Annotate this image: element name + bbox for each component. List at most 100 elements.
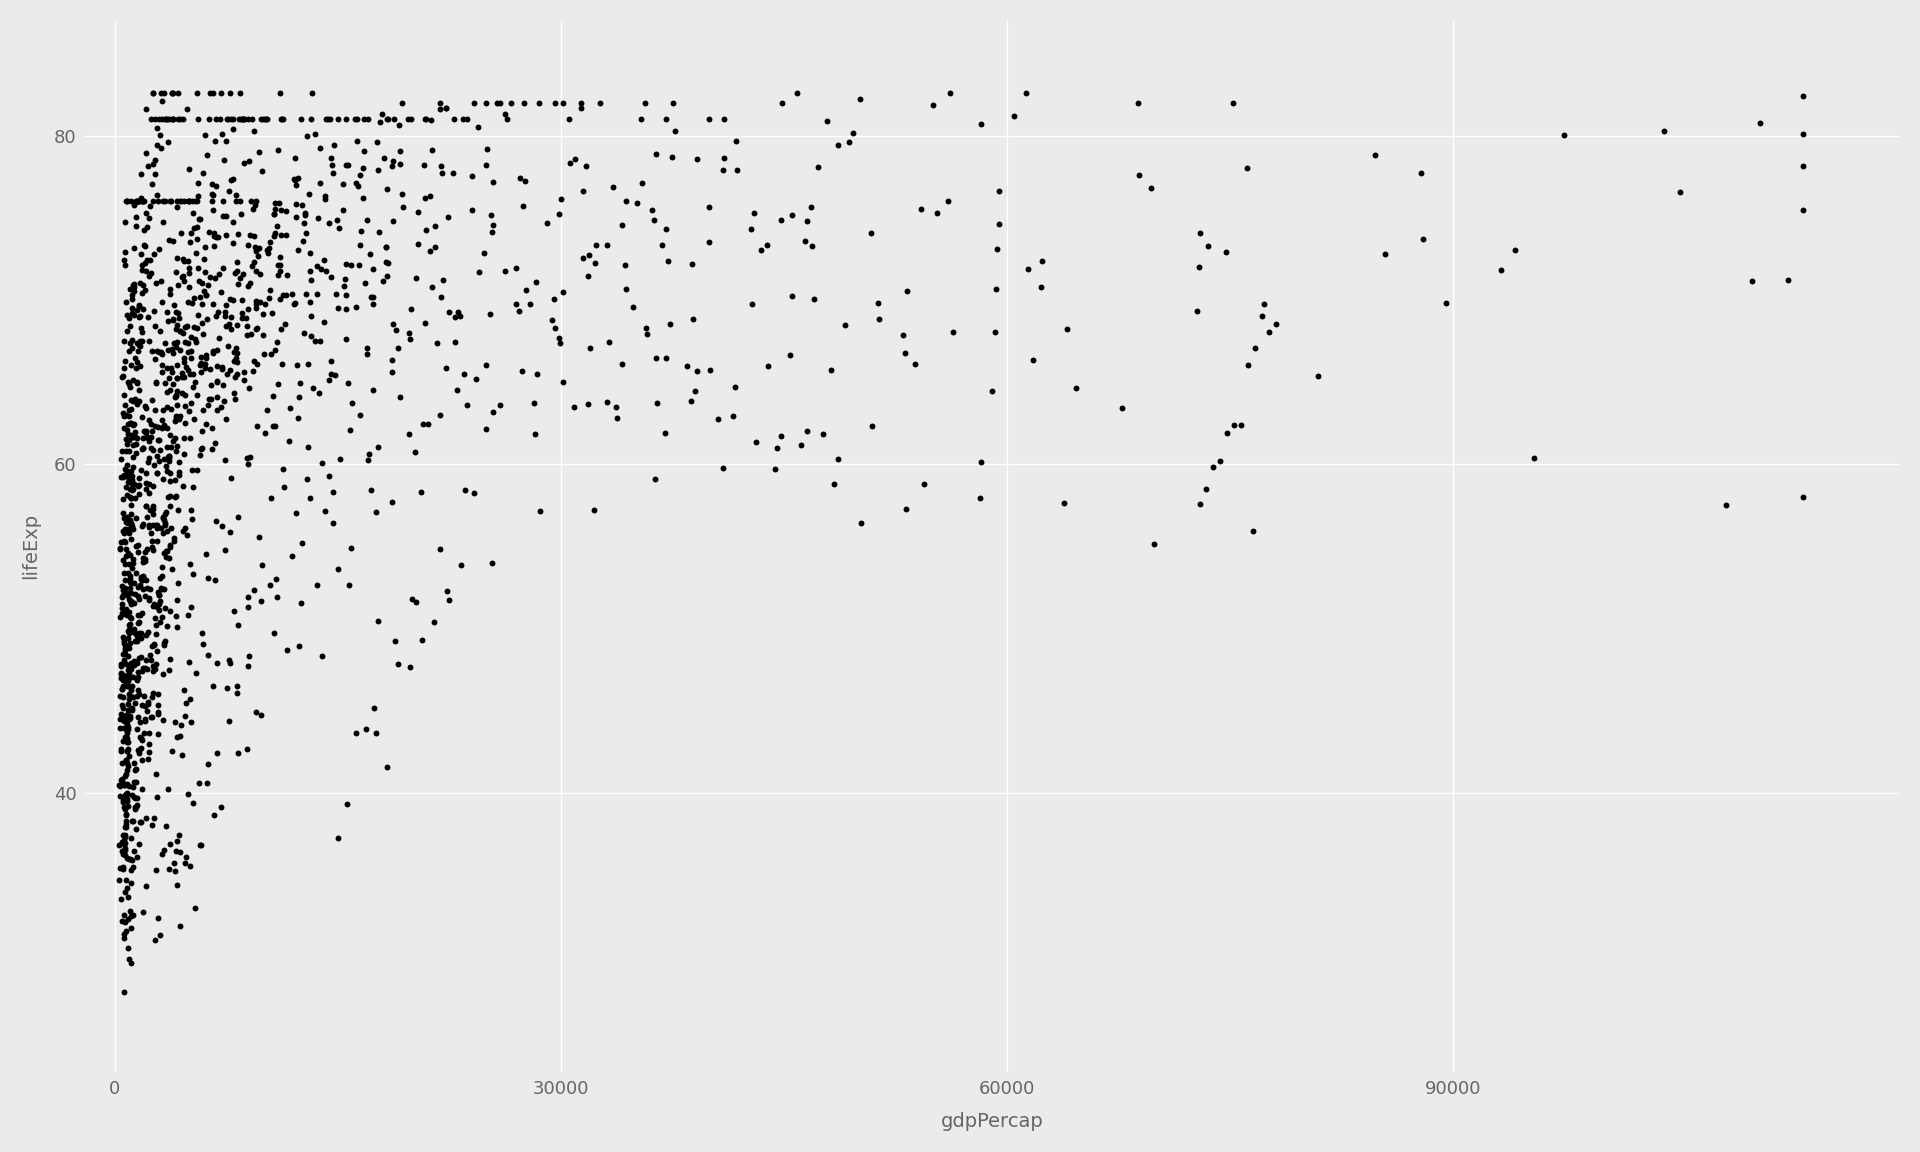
Point	[131, 588, 161, 606]
Point	[111, 764, 142, 782]
Point	[171, 317, 202, 335]
Point	[303, 174, 334, 192]
Point	[357, 295, 388, 313]
Point	[660, 122, 691, 141]
Point	[117, 480, 148, 499]
Point	[202, 357, 232, 376]
Point	[211, 409, 242, 427]
Point	[386, 185, 417, 204]
Point	[125, 165, 156, 183]
Point	[200, 511, 230, 530]
Point	[146, 111, 177, 129]
Point	[182, 386, 213, 404]
Point	[1217, 93, 1248, 112]
Point	[150, 510, 180, 529]
Point	[282, 409, 313, 427]
Point	[215, 523, 246, 541]
Point	[104, 835, 134, 854]
Point	[113, 431, 144, 449]
Point	[275, 399, 305, 417]
Point	[296, 262, 326, 280]
Point	[426, 288, 457, 306]
Point	[238, 122, 269, 141]
Point	[244, 238, 275, 257]
Point	[315, 149, 346, 167]
Point	[163, 501, 194, 520]
Point	[708, 111, 739, 129]
Point	[150, 599, 180, 617]
Point	[328, 175, 359, 194]
Point	[132, 622, 163, 641]
Point	[121, 217, 152, 235]
Point	[106, 680, 136, 698]
Point	[142, 447, 173, 465]
Point	[405, 483, 436, 501]
Point	[144, 418, 175, 437]
Point	[202, 654, 232, 673]
Point	[864, 310, 895, 328]
Point	[123, 334, 154, 353]
Point	[144, 613, 175, 631]
Point	[127, 323, 157, 341]
Point	[520, 273, 551, 291]
Point	[129, 567, 159, 585]
Point	[113, 374, 144, 393]
Point	[192, 755, 223, 773]
Point	[797, 197, 828, 215]
Point	[1430, 294, 1461, 312]
Point	[223, 508, 253, 526]
Point	[319, 514, 349, 532]
Point	[276, 285, 307, 303]
Point	[152, 358, 182, 377]
Point	[263, 376, 294, 394]
Point	[119, 415, 150, 433]
Point	[108, 831, 138, 849]
Point	[113, 622, 144, 641]
Point	[175, 328, 205, 347]
Point	[156, 359, 186, 378]
Point	[169, 272, 200, 290]
Point	[113, 658, 144, 676]
Point	[136, 264, 167, 282]
Point	[407, 415, 438, 433]
Point	[1212, 424, 1242, 442]
Point	[472, 141, 503, 159]
Point	[286, 196, 317, 214]
Point	[242, 262, 273, 280]
Point	[223, 677, 253, 696]
Point	[140, 374, 171, 393]
Point	[778, 205, 808, 223]
Point	[1369, 244, 1400, 263]
Point	[507, 362, 538, 380]
Point	[111, 720, 142, 738]
Point	[113, 909, 144, 927]
Point	[154, 312, 184, 331]
Point	[217, 120, 248, 138]
Point	[140, 615, 171, 634]
Point	[180, 664, 211, 682]
Point	[190, 286, 221, 304]
Point	[180, 333, 211, 351]
Point	[1048, 494, 1079, 513]
Point	[221, 187, 252, 205]
Point	[111, 805, 142, 824]
Point	[169, 854, 200, 872]
Point	[109, 351, 140, 370]
Point	[148, 579, 179, 598]
Point	[123, 342, 154, 361]
Point	[108, 404, 138, 423]
Point	[900, 355, 931, 373]
Point	[117, 429, 148, 447]
Point	[106, 889, 136, 908]
Point	[119, 278, 150, 296]
Point	[121, 192, 152, 211]
Point	[776, 287, 806, 305]
Point	[123, 296, 154, 314]
Point	[132, 429, 163, 447]
Point	[753, 235, 783, 253]
Point	[163, 309, 194, 327]
Point	[678, 255, 708, 273]
Point	[340, 297, 371, 316]
Point	[109, 570, 140, 589]
Point	[217, 213, 248, 232]
